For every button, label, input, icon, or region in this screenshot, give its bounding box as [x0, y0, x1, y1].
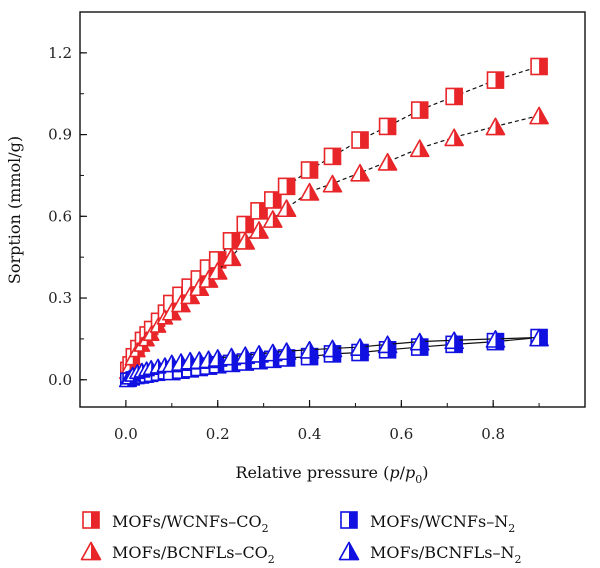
- data-point: [207, 349, 228, 367]
- legend-marker-bcnfls-n2: [338, 541, 360, 561]
- data-point: [444, 331, 464, 350]
- data-point: [299, 340, 320, 359]
- data-point: [323, 147, 342, 166]
- data-point: [485, 329, 506, 348]
- data-point: [351, 131, 369, 149]
- series-line: [126, 65, 540, 370]
- legend-item-wcnfs-co2: MOFs/WCNFs–CO2: [82, 511, 269, 535]
- data-point: [300, 161, 319, 179]
- data-point: [378, 117, 397, 136]
- data-point: [207, 261, 228, 280]
- data-point: [221, 248, 242, 267]
- data-point: [485, 117, 506, 136]
- data-point: [299, 182, 320, 201]
- legend-label-wcnfs-co2: MOFs/WCNFs–CO2: [112, 512, 269, 535]
- data-point: [322, 339, 343, 358]
- y-tick-label: 0.6: [48, 207, 72, 225]
- legend-marker-bcnfls-co2: [80, 541, 102, 561]
- data-point: [250, 202, 268, 220]
- data-point: [445, 87, 463, 106]
- data-point: [529, 106, 549, 125]
- data-point: [221, 347, 242, 366]
- data-point: [377, 152, 398, 171]
- series-2: [119, 328, 548, 388]
- data-point: [235, 231, 256, 250]
- plot-area: [118, 57, 549, 388]
- data-point: [350, 163, 370, 182]
- legend-marker-wcnfs-co2: [82, 511, 100, 529]
- data-point: [322, 174, 343, 193]
- data-point: [529, 328, 549, 347]
- y-tick-label: 0.3: [48, 289, 72, 307]
- legend-item-bcnfls-co2: MOFs/BCNFLs–CO2: [80, 541, 275, 566]
- data-point: [222, 232, 241, 250]
- legend-label-bcnfls-n2: MOFs/BCNFLs–N2: [370, 543, 521, 566]
- legend-item-bcnfls-n2: MOFs/BCNFLs–N2: [338, 541, 521, 566]
- x-axis-title: Relative pressure (p/p0): [236, 463, 429, 486]
- data-point: [263, 210, 283, 228]
- series-1: [118, 106, 549, 380]
- legend-marker-wcnfs-n2: [340, 511, 358, 529]
- y-tick-label: 1.2: [48, 44, 72, 62]
- data-point: [410, 101, 429, 119]
- x-tick-label: 0.8: [481, 425, 505, 443]
- y-tick-label: 0.0: [48, 371, 72, 389]
- data-point: [277, 177, 296, 196]
- legend: MOFs/WCNFs–CO2 MOFs/BCNFLs–CO2 MOFs/WCNF…: [80, 511, 521, 566]
- data-point: [530, 57, 548, 76]
- axes: 0.0 0.2 0.4 0.6 0.8 0.0 0.3 0.6 0.9 1.2: [48, 11, 586, 443]
- data-point: [264, 191, 282, 209]
- legend-label-wcnfs-n2: MOFs/WCNFs–N2: [370, 512, 515, 535]
- x-tick-label: 0.4: [298, 425, 322, 443]
- x-tick-label: 0.0: [114, 425, 138, 443]
- plot-frame: [79, 11, 586, 408]
- data-point: [249, 221, 269, 239]
- data-point: [276, 342, 297, 361]
- legend-item-wcnfs-n2: MOFs/WCNFs–N2: [340, 511, 515, 535]
- data-point: [486, 71, 505, 89]
- y-tick-label: 0.9: [48, 126, 72, 144]
- series-0: [119, 57, 548, 377]
- data-point: [377, 335, 398, 354]
- data-point: [444, 128, 464, 147]
- data-point: [350, 338, 370, 356]
- x-tick-label: 0.2: [206, 425, 230, 443]
- x-tick-label: 0.6: [389, 425, 413, 443]
- series-3: [118, 328, 549, 388]
- data-point: [409, 332, 430, 351]
- legend-label-bcnfls-co2: MOFs/BCNFLs–CO2: [112, 543, 275, 566]
- data-point: [409, 139, 430, 158]
- y-axis-title: Sorption (mmol/g): [5, 136, 24, 284]
- data-point: [276, 199, 297, 218]
